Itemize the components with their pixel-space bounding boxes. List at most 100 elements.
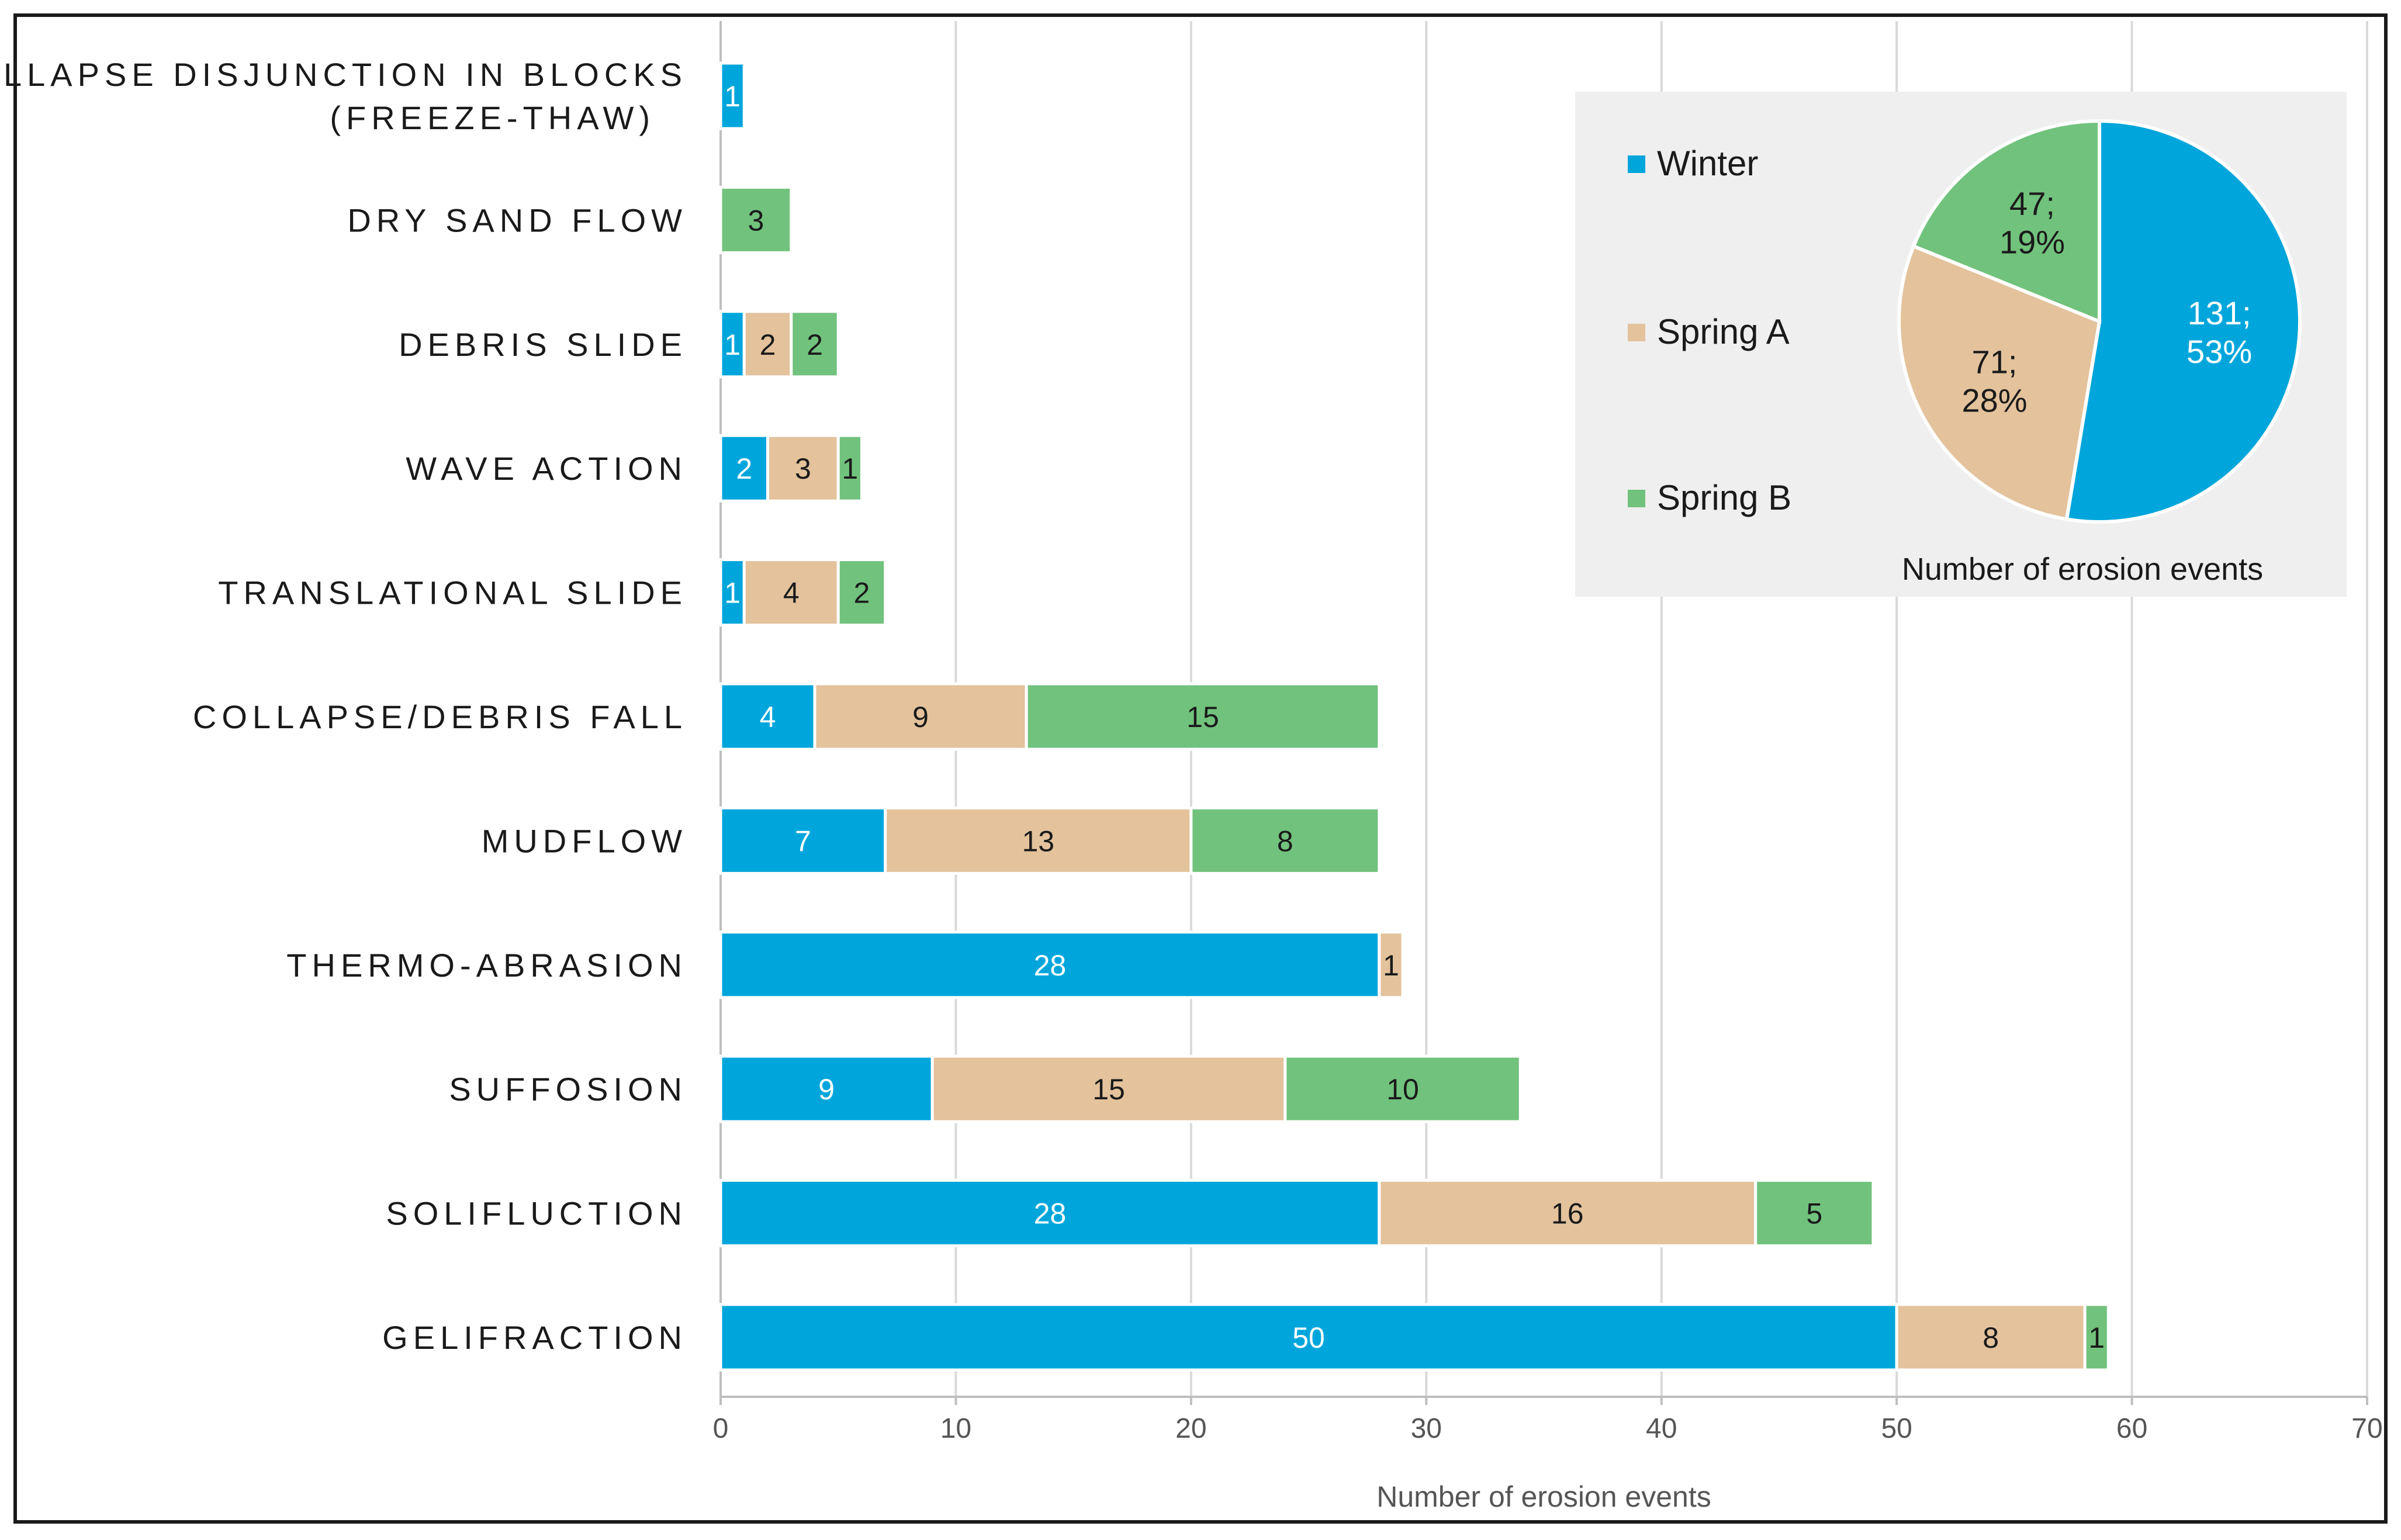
pie-slice-percent: 19%	[1999, 223, 2065, 260]
legend-label: Spring A	[1657, 312, 1790, 351]
x-axis-title: Number of erosion events	[1376, 1480, 1711, 1513]
bar-value-label: 3	[748, 204, 764, 237]
bar-value-label: 4	[760, 701, 776, 733]
bar-segment	[719, 930, 1381, 999]
bar-value-label: 1	[2088, 1321, 2105, 1354]
category-label: THERMO-ABRASION	[286, 947, 687, 984]
category-label-line: DEBRIS SLIDE	[399, 326, 687, 363]
bar-segment	[836, 434, 863, 503]
bar-segment	[719, 1054, 934, 1123]
bar-segment	[766, 434, 840, 503]
bar-value-label: 15	[1092, 1073, 1125, 1106]
x-tick-label: 30	[1411, 1413, 1442, 1444]
bar-value-label: 50	[1292, 1321, 1325, 1354]
category-label-line: THERMO-ABRASION	[286, 947, 687, 984]
bar-value-label: 8	[1277, 825, 1293, 857]
bar-value-label: 28	[1034, 1198, 1067, 1230]
bar-value-label: 2	[760, 328, 776, 361]
bar-segment	[719, 1179, 1381, 1248]
bar-segment	[2083, 1303, 2110, 1372]
pie-slice-label: 131; 53%	[2186, 295, 2252, 370]
pie-inset: Winter Spring A Spring B 131; 53% 71; 28% 47; 19…	[1575, 92, 2347, 597]
x-tick-label: 70	[2351, 1413, 2382, 1444]
category-labels: GELIFRACTION SOLIFLUCTION SUFFOSION THERMO-…	[0, 56, 687, 1356]
category-label-line: SOLIFLUCTION	[386, 1195, 687, 1232]
bar-segment	[1895, 1303, 2087, 1372]
bar-segment	[719, 61, 746, 130]
bar-segment	[719, 558, 746, 627]
pie-slice	[2064, 119, 2302, 524]
pie-slice	[1911, 119, 2101, 324]
bar-value-label: 1	[724, 577, 741, 610]
bar-value-label: 16	[1551, 1198, 1584, 1230]
pie-slice-percent: 28%	[1961, 382, 2027, 419]
bar-segment	[719, 185, 793, 254]
category-label: DRY SAND FLOW	[347, 202, 687, 238]
bar-segment	[790, 310, 840, 379]
category-label: COLLAPSE/DEBRIS FALL	[193, 698, 687, 735]
category-label-line: TRANSLATIONAL SLIDE	[218, 575, 687, 611]
legend-swatch	[1628, 155, 1645, 173]
category-label-line: GELIFRACTION	[382, 1319, 687, 1356]
bar-value-label: 5	[1806, 1198, 1822, 1230]
bar-segment	[1754, 1179, 1875, 1248]
pie-slice-value: 47;	[2009, 185, 2055, 222]
bar-value-label: 28	[1034, 949, 1067, 982]
bar-value-label: 15	[1186, 701, 1219, 733]
bar-value-label: 1	[724, 80, 741, 113]
category-label-line: (FREEZE-THAW)	[330, 99, 655, 136]
category-label-line: COLLAPSE DISJUNCTION IN BLOCKS	[0, 56, 687, 93]
pie-title: Number of erosion events	[1902, 552, 2263, 587]
x-tick-label: 60	[2116, 1413, 2147, 1444]
bar-segment	[1378, 930, 1404, 999]
category-label: MUDFLOW	[482, 822, 687, 859]
bar-value-label: 7	[795, 825, 811, 857]
x-tick-label: 20	[1175, 1413, 1206, 1444]
category-label: SOLIFLUCTION	[386, 1195, 687, 1232]
category-label: SUFFOSION	[449, 1071, 687, 1108]
legend-swatch	[1628, 324, 1645, 341]
bar-segment	[884, 806, 1193, 875]
bar-value-label: 13	[1022, 825, 1054, 857]
bar-segment	[742, 558, 840, 627]
pie-slice-label: 71; 28%	[1961, 344, 2027, 419]
bar-segment	[1378, 1179, 1757, 1248]
x-tick-label: 0	[713, 1413, 729, 1444]
bar-value-label: 3	[795, 452, 811, 485]
category-label-line: WAVE ACTION	[406, 450, 687, 487]
bar-value-label: 1	[724, 328, 741, 361]
bar-value-label: 1	[842, 452, 858, 485]
pie: 131; 53% 71; 28% 47; 19%	[1897, 119, 2302, 524]
figure-frame	[13, 13, 2388, 1524]
bar-segment	[719, 682, 817, 751]
category-label-line: SUFFOSION	[449, 1071, 687, 1108]
pie-slice-value: 131;	[2188, 295, 2251, 331]
bar-segment	[836, 558, 887, 627]
pie-slice	[1897, 244, 2102, 521]
category-label: GELIFRACTION	[382, 1319, 687, 1356]
x-tick-label: 40	[1646, 1413, 1677, 1444]
bar-segment	[1025, 682, 1381, 751]
bar-segment	[1283, 1054, 1522, 1123]
bar-value-label: 9	[818, 1073, 835, 1106]
bar-value-label: 4	[783, 577, 800, 610]
category-label: COLLAPSE DISJUNCTION IN BLOCKS (FREEZE-TH…	[0, 56, 687, 136]
legend-swatch	[1628, 490, 1645, 507]
bar-value-label: 2	[807, 328, 823, 361]
legend-label: Winter	[1657, 144, 1758, 183]
bar-segment	[719, 806, 887, 875]
pie-slice-percent: 53%	[2186, 333, 2252, 370]
bar-segment	[813, 682, 1028, 751]
category-label-line: MUDFLOW	[482, 822, 687, 859]
bar-segment	[742, 310, 793, 379]
bar-value-label: 2	[854, 577, 870, 610]
bar-value-label: 2	[736, 452, 752, 485]
x-tick-labels: 0 10 20 30 40 50 60 70	[713, 1397, 2383, 1444]
bar-value-label: 10	[1386, 1073, 1419, 1106]
bar-segment	[1189, 806, 1381, 875]
category-label: DEBRIS SLIDE	[399, 326, 687, 363]
category-label: WAVE ACTION	[406, 450, 687, 487]
